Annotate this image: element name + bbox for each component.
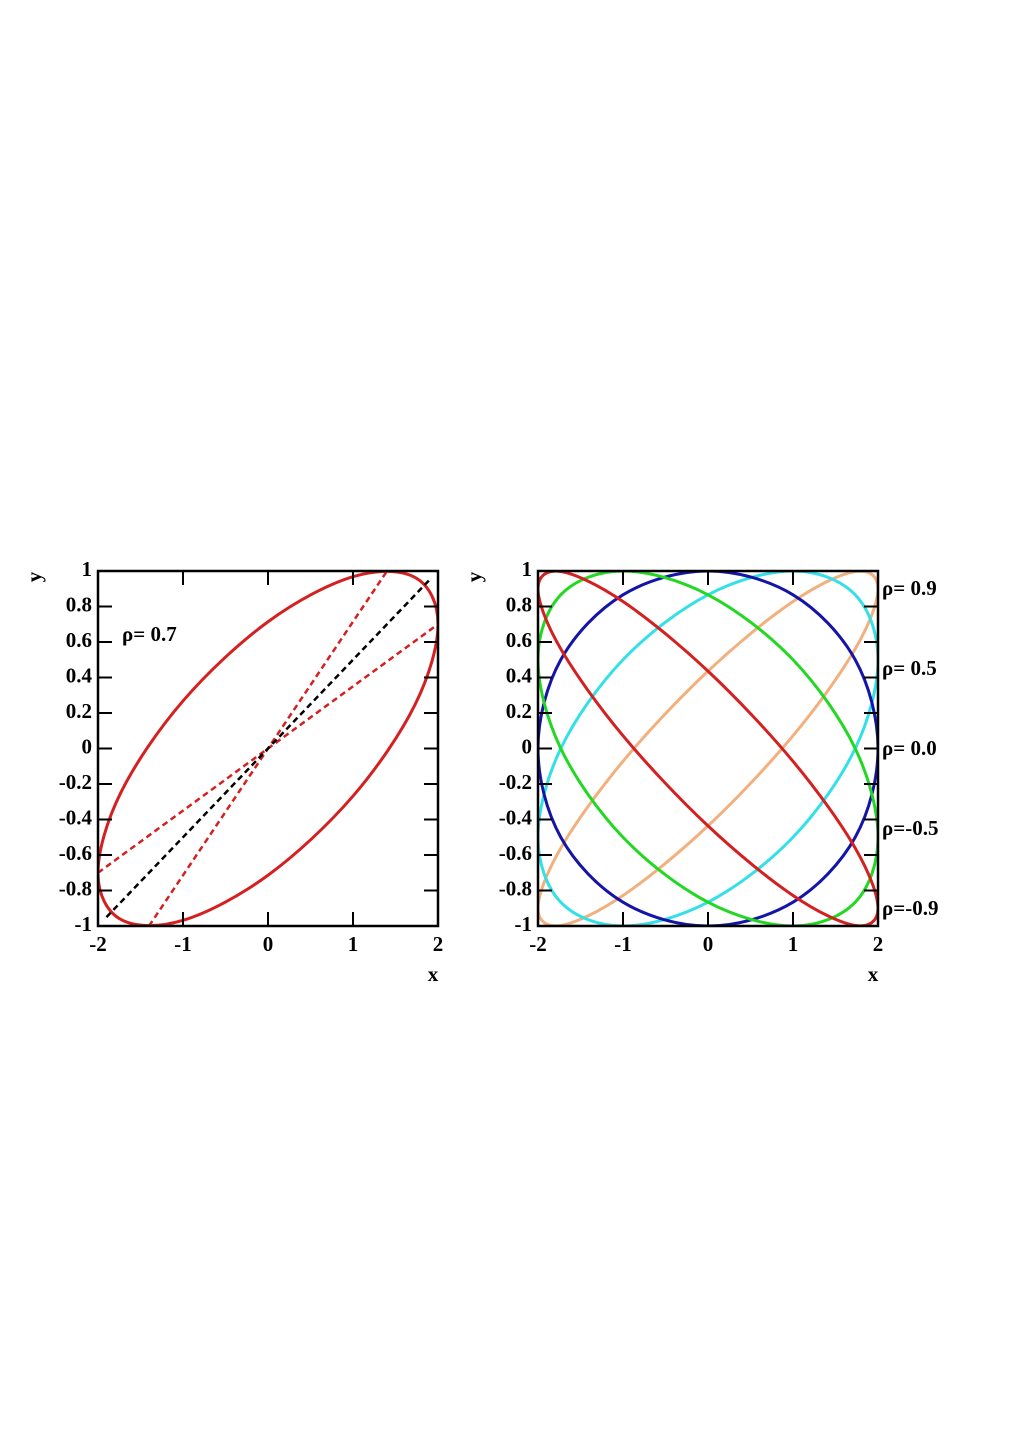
x-tick-label: 0 bbox=[703, 932, 714, 956]
x-tick-label: -2 bbox=[529, 932, 547, 956]
x-axis-label: x bbox=[428, 962, 439, 986]
legend-label: ρ=-0.5 bbox=[882, 816, 938, 840]
x-tick-label: 1 bbox=[788, 932, 799, 956]
legend-label: ρ= 0.5 bbox=[882, 656, 937, 680]
dashed-line bbox=[105, 579, 431, 918]
legend-label: ρ=-0.9 bbox=[882, 896, 938, 920]
y-tick-label: -0.4 bbox=[499, 805, 533, 829]
y-tick-label: 0.4 bbox=[506, 663, 533, 687]
y-tick-label: -0.4 bbox=[59, 805, 93, 829]
y-tick-label: 0.2 bbox=[506, 699, 532, 723]
x-tick-label: -1 bbox=[614, 932, 632, 956]
y-axis-label: y bbox=[22, 571, 46, 582]
y-tick-label: -0.8 bbox=[499, 876, 532, 900]
y-tick-label: 0.6 bbox=[66, 628, 92, 652]
y-tick-label: 0.6 bbox=[506, 628, 532, 652]
plot-area bbox=[98, 571, 438, 926]
y-tick-label: 0.2 bbox=[66, 699, 92, 723]
y-tick-label: 0.8 bbox=[66, 592, 92, 616]
x-axis-label: x bbox=[868, 962, 879, 986]
legend-label: ρ= 0.0 bbox=[882, 736, 937, 760]
y-tick-label: -1 bbox=[515, 912, 533, 936]
ellipse bbox=[538, 571, 878, 926]
ellipse bbox=[538, 571, 878, 926]
y-tick-label: 1 bbox=[522, 557, 533, 581]
x-tick-label: 1 bbox=[348, 932, 359, 956]
y-tick-label: 1 bbox=[82, 557, 93, 581]
y-tick-label: -0.6 bbox=[59, 841, 92, 865]
y-tick-label: 0 bbox=[522, 734, 533, 758]
y-tick-label: -1 bbox=[75, 912, 93, 936]
ellipse bbox=[538, 571, 878, 926]
x-tick-label: 2 bbox=[433, 932, 444, 956]
y-tick-label: -0.2 bbox=[59, 770, 92, 794]
x-tick-label: -1 bbox=[174, 932, 192, 956]
y-tick-label: -0.6 bbox=[499, 841, 532, 865]
legend-label: ρ= 0.9 bbox=[882, 576, 937, 600]
x-tick-label: -2 bbox=[89, 932, 107, 956]
ellipse bbox=[98, 571, 438, 926]
y-tick-label: -0.2 bbox=[499, 770, 532, 794]
y-tick-label: 0 bbox=[82, 734, 93, 758]
y-axis-label: y bbox=[462, 571, 486, 582]
x-tick-label: 2 bbox=[873, 932, 884, 956]
y-tick-label: 0.4 bbox=[66, 663, 93, 687]
legend-label: ρ= 0.7 bbox=[122, 622, 177, 646]
y-tick-label: 0.8 bbox=[506, 592, 532, 616]
x-tick-label: 0 bbox=[263, 932, 274, 956]
plot-area bbox=[538, 571, 878, 926]
y-tick-label: -0.8 bbox=[59, 876, 92, 900]
